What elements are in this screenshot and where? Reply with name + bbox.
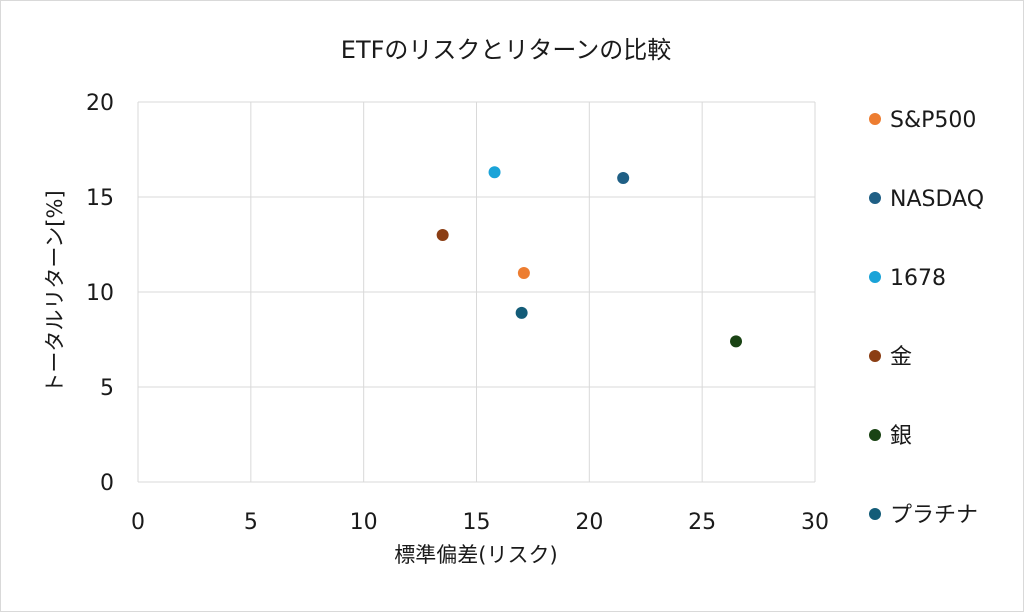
x-tick-label: 25	[688, 510, 716, 535]
chart-title: ETFのリスクとリターンの比較	[341, 36, 671, 64]
x-tick-label: 5	[244, 510, 258, 535]
legend-marker	[869, 508, 881, 520]
legend-label: プラチナ	[890, 503, 978, 528]
legend-label: 金	[890, 345, 912, 370]
x-axis-label: 標準偏差(リスク)	[394, 543, 557, 567]
legend-label: 銀	[890, 424, 912, 449]
y-tick-label: 5	[100, 376, 114, 401]
data-point	[436, 229, 449, 241]
x-tick-label: 30	[801, 510, 829, 535]
legend-label: S&P500	[890, 108, 976, 133]
legend-marker	[869, 113, 881, 125]
legend-marker	[869, 350, 881, 362]
y-tick-label: 15	[86, 186, 114, 211]
data-point	[617, 172, 630, 184]
y-tick-label: 20	[86, 91, 114, 116]
legend-marker	[869, 429, 881, 441]
x-axis-ticks: 0 5 10 15 20 25 30	[131, 510, 829, 535]
y-axis-ticks: 0 5 10 15 20	[86, 91, 114, 496]
data-point	[515, 306, 528, 319]
data-point	[517, 267, 530, 279]
y-axis-label: トータルリターン[%]	[43, 190, 67, 393]
y-tick-label: 0	[100, 471, 114, 496]
legend-marker	[869, 192, 881, 204]
data-points	[436, 166, 743, 348]
grid	[137, 101, 816, 483]
data-point	[730, 335, 743, 348]
x-tick-label: 0	[131, 510, 145, 535]
legend-marker	[869, 271, 881, 283]
x-tick-label: 20	[575, 510, 603, 535]
legend-label: NASDAQ	[890, 187, 984, 212]
y-tick-label: 10	[86, 281, 114, 306]
legend-label: 1678	[890, 266, 946, 291]
data-point	[488, 166, 501, 179]
x-tick-label: 15	[463, 510, 491, 535]
x-tick-label: 10	[350, 510, 378, 535]
